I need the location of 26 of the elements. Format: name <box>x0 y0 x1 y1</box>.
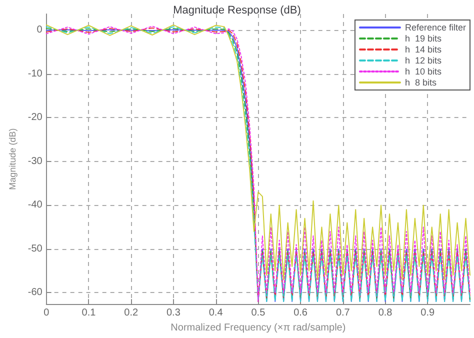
chart-title: Magnitude Response (dB) <box>173 4 301 16</box>
x-tick-label: 0.7 <box>336 308 350 319</box>
y-tick-label: -60 <box>28 287 43 298</box>
x-tick-label: 0.5 <box>251 308 266 319</box>
y-tick-label: 0 <box>36 24 43 36</box>
x-tick-label: 0.1 <box>82 308 96 319</box>
legend-label: Reference filter <box>404 22 466 32</box>
x-tick-label: 0.3 <box>166 308 181 319</box>
legend-label: h 12 bits <box>404 56 442 66</box>
legend-label: h 14 bits <box>404 44 442 54</box>
x-tick-label: 0.2 <box>124 308 138 319</box>
x-tick-label: 0.8 <box>378 308 393 319</box>
x-tick-label: 0.9 <box>420 308 436 319</box>
y-tick-label: -10 <box>28 68 43 80</box>
x-tick-label: 0 <box>44 308 50 319</box>
y-axis-title: Magnitude (dB) <box>8 128 18 190</box>
x-tick-label: 0.4 <box>208 308 224 319</box>
legend-label: h 8 bits <box>404 78 437 88</box>
y-tick-label: -40 <box>28 200 43 211</box>
y-tick-label: -20 <box>28 112 43 124</box>
legend-label: h 10 bits <box>404 66 442 76</box>
x-tick-label: 0.6 <box>294 308 308 319</box>
x-axis-title: Normalized Frequency (×π rad/sample) <box>170 322 346 334</box>
legend-label: h 19 bits <box>404 34 442 44</box>
y-tick-label: -30 <box>28 156 43 167</box>
y-tick-label: -50 <box>28 243 43 254</box>
